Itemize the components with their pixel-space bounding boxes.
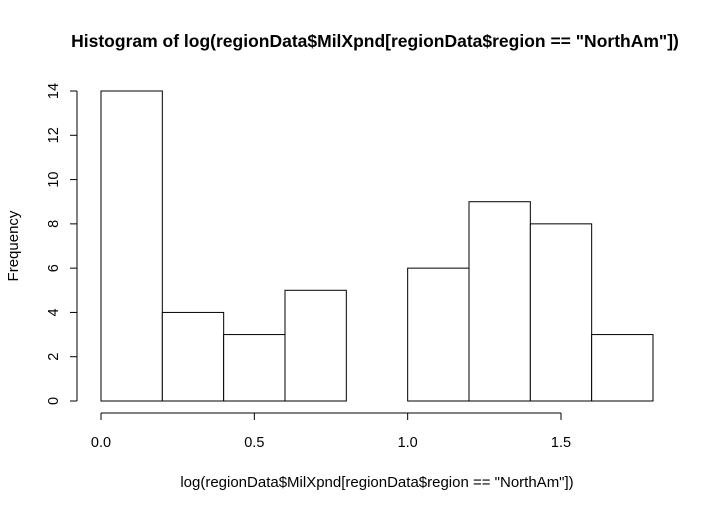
y-tick-label: 14 xyxy=(46,83,62,99)
x-axis-label: log(regionData$MilXpnd[regionData$region… xyxy=(180,474,573,491)
histogram-bar xyxy=(223,334,286,402)
histogram-bar xyxy=(284,289,347,402)
histogram-bar xyxy=(591,334,654,402)
x-tick-label: 0.5 xyxy=(244,435,264,451)
y-axis: 0 2 4 6 8 10 12 14 xyxy=(46,83,78,405)
x-axis: 0.0 0.5 1.0 1.5 xyxy=(91,412,571,451)
x-tick-label: 0.0 xyxy=(91,435,111,451)
y-tick-label: 0 xyxy=(46,397,62,405)
y-tick-label: 10 xyxy=(46,172,62,188)
y-tick-label: 6 xyxy=(46,264,62,272)
histogram-bar xyxy=(100,90,163,402)
chart-title: Histogram of log(regionData$MilXpnd[regi… xyxy=(71,31,679,51)
y-tick-label: 12 xyxy=(46,127,62,143)
y-axis-label: Frequency xyxy=(5,210,22,281)
x-tick-label: 1.0 xyxy=(398,435,418,451)
bars-group xyxy=(100,90,654,402)
y-tick-label: 2 xyxy=(46,353,62,361)
histogram-bar xyxy=(529,223,593,402)
histogram-bar xyxy=(407,267,470,402)
y-tick-label: 4 xyxy=(46,308,62,316)
histogram-bar xyxy=(161,311,225,402)
histogram-bar xyxy=(468,201,531,402)
y-tick-label: 8 xyxy=(46,220,62,228)
x-tick-label: 1.5 xyxy=(551,435,571,451)
